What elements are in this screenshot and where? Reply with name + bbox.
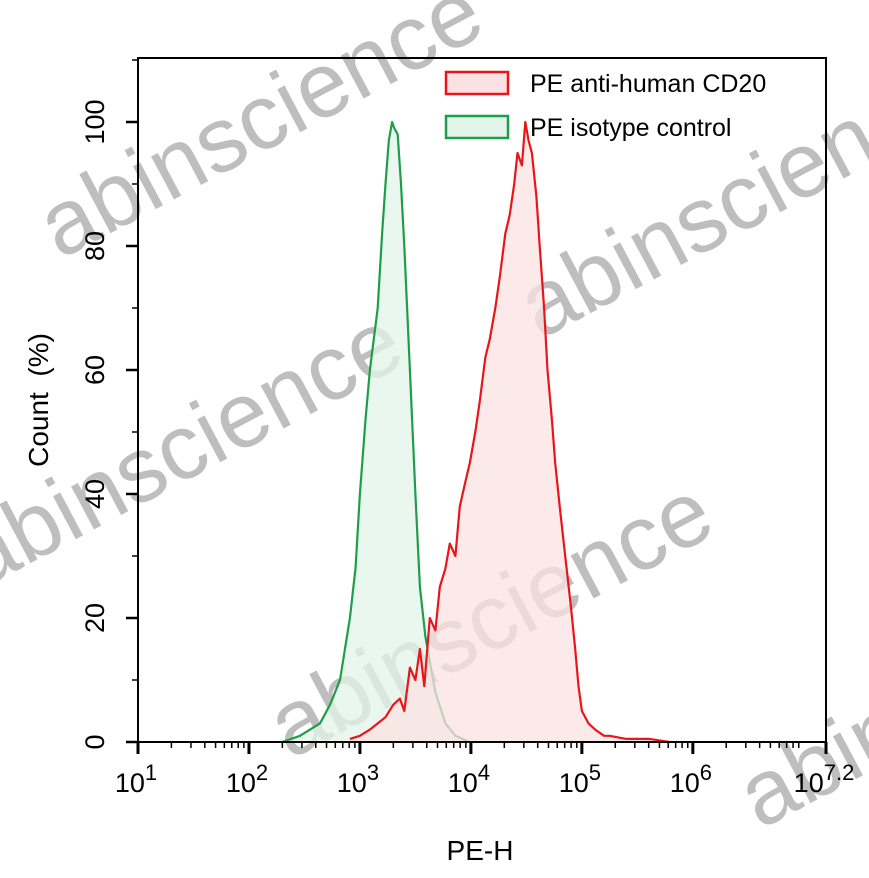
x-tick-label: 105 xyxy=(559,760,601,798)
series-area-fill xyxy=(282,122,470,742)
y-tick-label: 60 xyxy=(80,355,110,385)
x-tick-label: 103 xyxy=(337,760,379,798)
legend-swatch xyxy=(444,114,510,140)
y-tick-label: 100 xyxy=(80,99,110,144)
series-line xyxy=(281,120,471,744)
legend-label: PE isotype control xyxy=(530,114,732,142)
y-tick-label: 0 xyxy=(80,734,110,749)
legend-label: PE anti-human CD20 xyxy=(530,70,766,98)
series-line xyxy=(349,120,670,744)
plot-frame xyxy=(137,57,827,743)
legend: PE anti-human CD20 PE isotype control xyxy=(444,70,766,142)
y-tick-label: 20 xyxy=(80,603,110,633)
x-tick-label: 107.2 xyxy=(794,760,855,798)
series-area-fill xyxy=(349,122,670,742)
x-tick-label: 106 xyxy=(670,760,712,798)
x-tick-label: 104 xyxy=(448,760,490,798)
x-tick-label: 102 xyxy=(226,760,268,798)
x-tick-label: 101 xyxy=(115,760,157,798)
y-axis-label: Count (%) xyxy=(23,333,54,467)
series-layer xyxy=(281,120,670,744)
axes: 101 102 103 104 105 106 107.2 0 20 40 60 80 100 xyxy=(80,59,855,798)
y-tick-label: 80 xyxy=(80,231,110,261)
legend-swatch xyxy=(444,70,510,96)
y-tick-label: 40 xyxy=(80,479,110,509)
x-axis-label: PE-H xyxy=(447,835,514,866)
watermark-text: abinscience xyxy=(722,529,869,847)
